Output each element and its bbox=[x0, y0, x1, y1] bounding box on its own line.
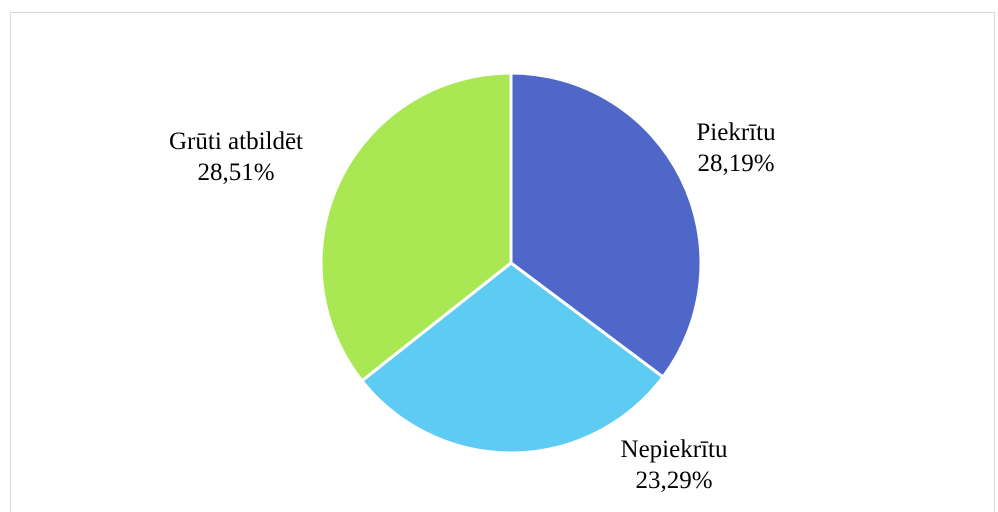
slice-label-gruti-atbildet-name: Grūti atbildēt bbox=[169, 128, 303, 155]
pie-slice-2 bbox=[319, 71, 513, 383]
slice-label-gruti-atbildet: Grūti atbildēt 28,51% bbox=[146, 126, 326, 188]
pie-slice-0 bbox=[509, 71, 703, 379]
slice-label-nepiekritu: Nepiekrītu 23,29% bbox=[601, 434, 747, 496]
slice-label-nepiekritu-name: Nepiekrītu bbox=[620, 436, 728, 463]
slice-label-gruti-atbildet-value: 28,51% bbox=[197, 159, 275, 186]
slice-label-piekritu-name: Piekrītu bbox=[696, 119, 776, 146]
slice-label-nepiekritu-value: 23,29% bbox=[635, 467, 713, 494]
pie-slice-1 bbox=[360, 261, 665, 455]
slice-label-piekritu: Piekrītu 28,19% bbox=[690, 117, 782, 179]
slice-label-piekritu-value: 28,19% bbox=[697, 150, 775, 177]
